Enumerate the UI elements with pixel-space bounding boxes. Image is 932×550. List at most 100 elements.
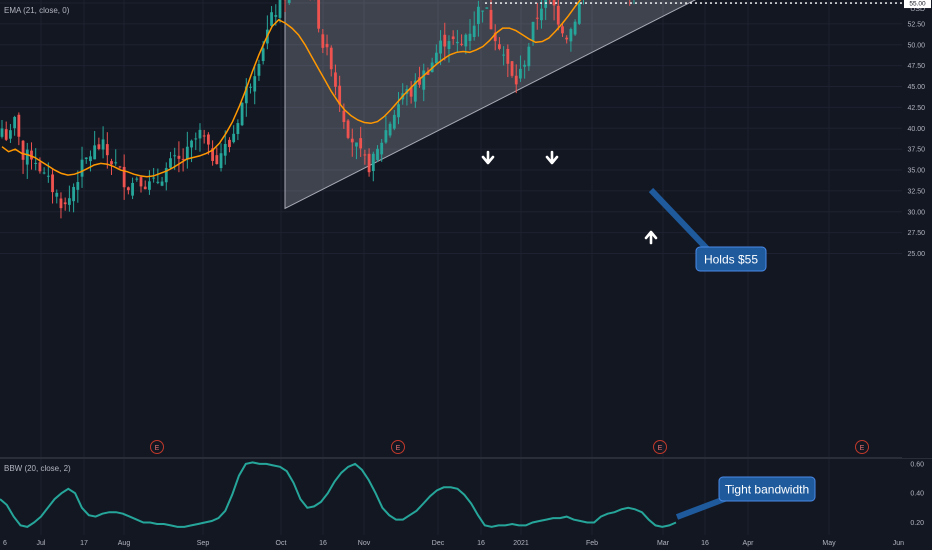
candle-body [9,130,12,139]
price-tick-label: 27.50 [907,230,925,237]
candle-body [464,34,468,47]
ema-line [1,0,582,178]
candle-body [67,198,71,205]
candle-body [359,138,363,149]
candle-body [59,198,63,209]
time-tick-label: 16 [701,540,709,547]
candle-body [540,8,543,21]
candle-body [498,44,501,49]
candle-body [451,36,455,40]
bbw-legend[interactable]: BBW (20, close, 2) [4,464,71,473]
bandwidth-callout-text: Tight bandwidth [725,483,809,497]
candle-body [556,5,560,25]
arrow-shape [644,230,658,245]
candle-body [232,133,236,143]
price-tick-label: 40.00 [907,126,925,133]
candle-body [342,110,346,123]
candle-body [72,186,76,202]
candle-body [380,142,384,155]
bbw-tick-label: 0.40 [910,491,924,498]
candle-body [439,40,442,54]
candle-body [253,76,257,92]
candle-body [519,68,522,79]
candle-body [489,9,493,30]
earnings-letter: E [396,445,401,452]
price-tick-label: 50.00 [907,42,925,49]
price-tick-label: 52.50 [907,21,925,28]
candle-body [455,41,459,44]
candle-body [476,6,480,25]
candle-body [42,172,46,174]
ascending-triangle-drawing[interactable] [284,0,840,210]
candle-body [93,145,97,160]
candle-body [527,46,531,67]
candle-body [278,0,282,18]
candle-body [101,139,105,150]
candle-body [270,12,273,26]
ema-legend[interactable]: EMA (21, close, 0) [4,6,70,15]
price-scale-background [902,0,932,458]
price-tick-label: 47.50 [907,63,925,70]
candle-body [418,77,421,85]
candle-body [185,146,189,160]
holds-callout-box[interactable] [695,246,767,272]
time-tick-label: Jul [37,540,46,547]
bbw-tick-label: 0.60 [910,461,924,468]
candle-body [206,134,210,145]
ema-line-series [1,0,582,178]
candle-body [274,15,278,17]
candle-body [447,41,451,49]
candle-body [531,21,535,42]
time-tick-label: 16 [477,540,485,547]
candle-body [565,37,569,40]
candle-body [460,43,463,45]
candle-body [350,138,354,143]
arrow-down-icon [545,150,559,165]
arrow-markers [481,150,658,245]
candle-body [376,148,379,160]
triangle-shape [284,0,697,210]
candle-body [523,64,527,67]
callout-annotations: Holds $55 Tight bandwidth [648,187,816,520]
candle-body [325,43,329,48]
time-axis[interactable]: 6 Jul 17 Aug Sep Oct 16 Nov Dec 16 2021 Feb Mar 16 Apr… [3,540,904,547]
candle-body [493,32,497,42]
bbw-line [0,461,677,528]
candlestick-series [0,0,635,219]
candle-body [249,86,252,88]
candle-body [257,63,261,76]
candle-body [443,34,447,47]
candle-body [164,168,168,183]
candle-body [80,159,84,177]
candle-body [535,17,539,19]
candle-body [317,0,321,29]
time-tick-label: 6 [3,540,7,547]
time-tick-label: Mar [657,540,670,547]
candle-body [21,140,25,160]
candle-body [30,150,33,160]
bbw-axis[interactable]: 0.60 0.40 0.20 [910,461,924,527]
candle-body [215,155,219,165]
candle-body [55,192,59,197]
candle-body [514,75,518,85]
candle-body [506,48,510,64]
candle-body [329,47,333,70]
currency-label: USD [910,6,925,13]
candle-body [4,129,8,140]
candle-body [577,2,581,24]
earnings-letter: E [658,445,663,452]
bandwidth-callout-box[interactable] [718,476,816,502]
price-tick-label: 45.00 [907,84,925,91]
candle-body [0,128,4,137]
candle-body [355,142,358,147]
candle-body [219,153,223,169]
candle-body [468,33,472,41]
candle-body [84,157,88,160]
candle-body [46,175,50,177]
earnings-icon [391,440,405,454]
candle-body [261,48,265,62]
bbw-tick-label: 0.20 [910,520,924,527]
earnings-icon [150,440,164,454]
candle-body [194,138,198,140]
candle-body [338,85,342,105]
